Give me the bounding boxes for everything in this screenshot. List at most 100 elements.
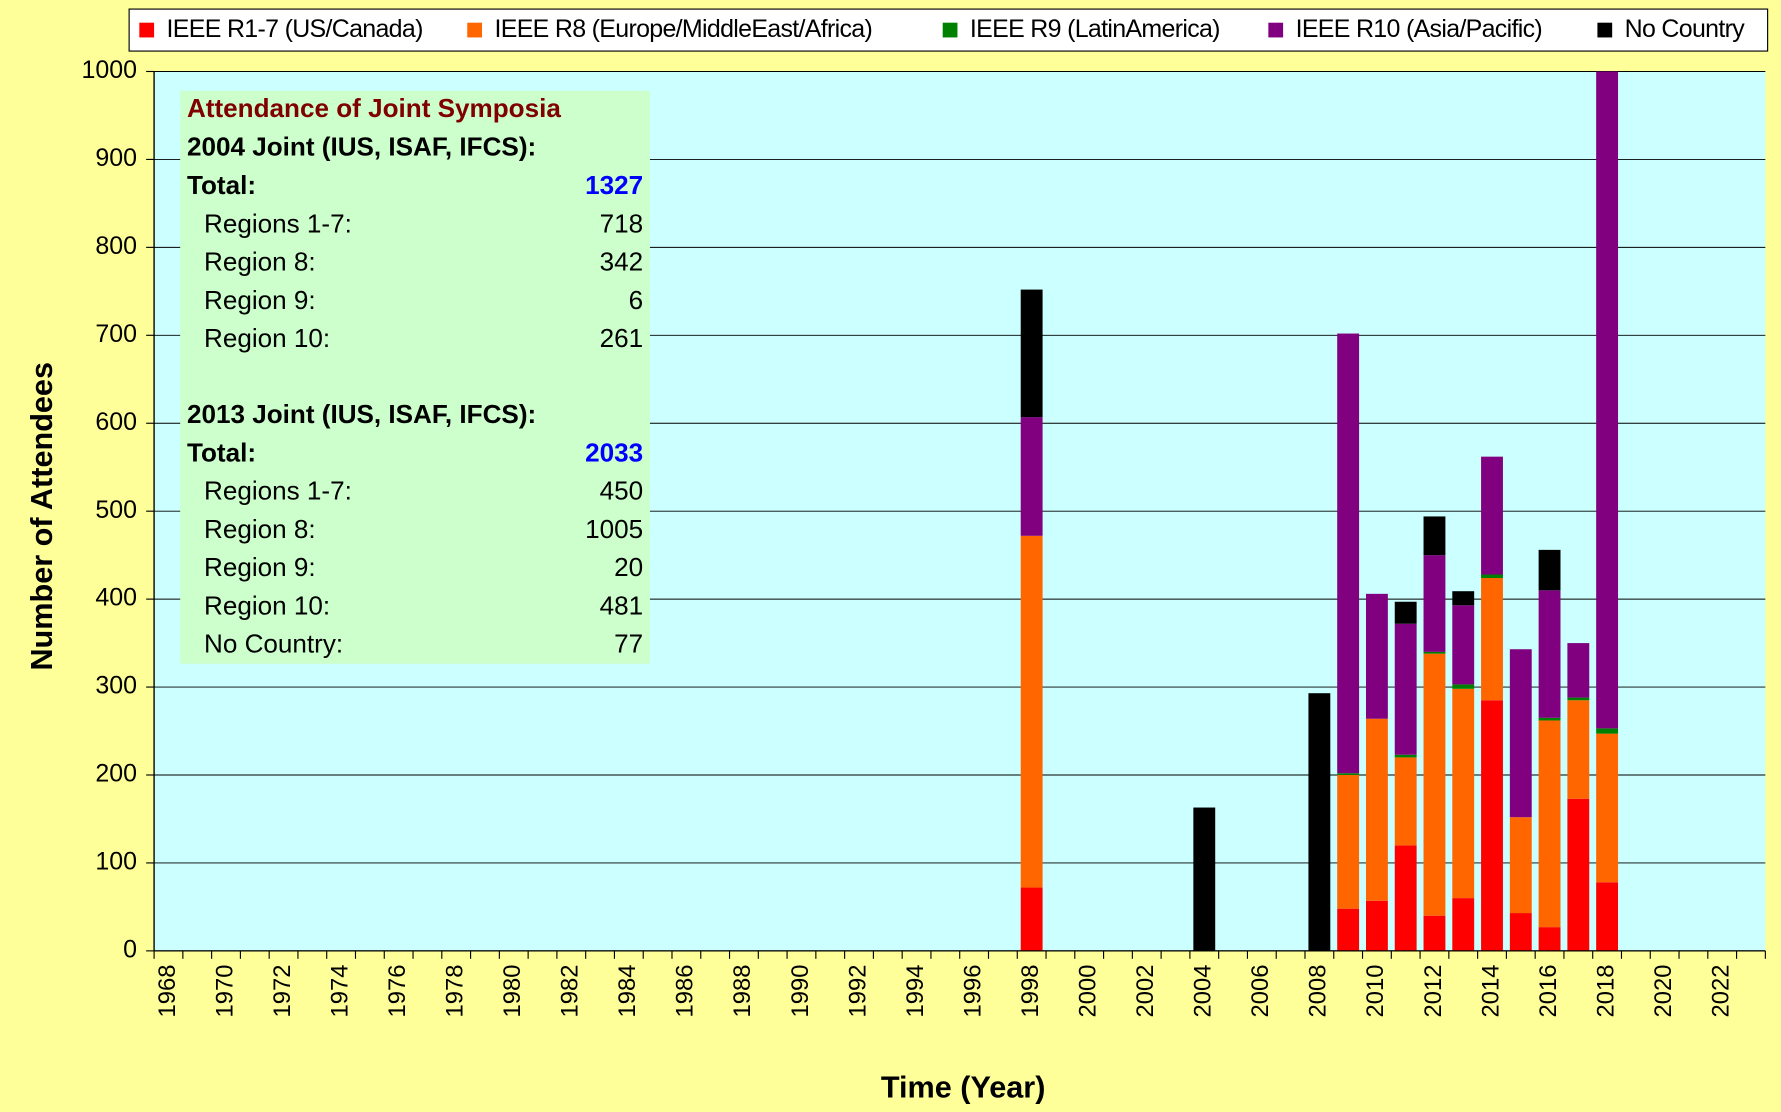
bar-segment	[1596, 733, 1619, 883]
bar-segment	[1538, 927, 1561, 951]
x-tick-label: 2000	[1074, 964, 1101, 1017]
legend-label: IEEE R1-7 (US/Canada)	[167, 15, 423, 43]
annotation-value: 718	[600, 208, 644, 238]
bar-segment	[1538, 549, 1561, 591]
annotation-label: Region 8:	[204, 514, 316, 544]
bar-segment	[1423, 516, 1446, 556]
bar-segment	[1567, 697, 1590, 701]
annotation-heading: 2013 Joint (IUS, ISAF, IFCS):	[187, 399, 536, 429]
bar-segment	[1596, 728, 1619, 734]
legend-swatch	[942, 22, 958, 38]
bar-segment	[1020, 535, 1043, 888]
y-tick-label: 100	[95, 848, 137, 876]
bar-segment	[1020, 887, 1043, 951]
annotation-label: Region 10:	[204, 323, 330, 353]
legend-swatch	[467, 22, 483, 38]
x-tick-label: 2002	[1132, 964, 1159, 1017]
annotation-value: 342	[600, 247, 644, 277]
bar-segment	[1596, 71, 1619, 729]
bar-segment	[1193, 807, 1216, 951]
annotation-label: Region 9:	[204, 552, 316, 582]
x-tick-label: 2022	[1707, 964, 1734, 1017]
annotation-label: Region 8:	[204, 247, 316, 277]
x-tick-label: 1972	[269, 964, 296, 1017]
bar-segment	[1365, 900, 1388, 951]
annotation-value: 481	[600, 590, 644, 620]
y-tick-label: 600	[95, 408, 137, 436]
x-tick-label: 2004	[1190, 964, 1217, 1017]
x-tick-label: 1988	[729, 964, 756, 1017]
bar-segment	[1394, 845, 1417, 951]
x-tick-label: 1994	[902, 964, 929, 1017]
legend-label: No Country	[1625, 15, 1746, 43]
bar-segment	[1509, 649, 1532, 818]
bar-segment	[1596, 882, 1619, 951]
annotation-value: 1005	[585, 514, 643, 544]
bar-segment	[1423, 651, 1446, 654]
legend-label: IEEE R9 (LatinAmerica)	[970, 15, 1220, 43]
x-tick-label: 1990	[787, 964, 814, 1017]
legend-box	[128, 8, 1769, 52]
annotation-value: 450	[600, 476, 644, 506]
bar-segment	[1452, 591, 1475, 606]
x-tick-label: 1978	[441, 964, 468, 1017]
x-tick-label: 1970	[211, 964, 238, 1017]
bar-segment	[1020, 417, 1043, 536]
annotation-label: Total:	[187, 170, 256, 200]
bar-segment	[1509, 913, 1532, 951]
annotation-box	[180, 90, 650, 664]
bar-segment	[1337, 774, 1360, 909]
bar-segment	[1538, 720, 1561, 928]
annotation-label: Region 10:	[204, 590, 330, 620]
y-tick-label: 200	[95, 760, 137, 788]
bar-segment	[1481, 578, 1503, 701]
annotation-title: Attendance of Joint Symposia	[187, 93, 561, 123]
legend-label: IEEE R10 (Asia/Pacific)	[1296, 15, 1542, 43]
bar-segment	[1481, 700, 1503, 951]
x-tick-label: 1976	[384, 964, 411, 1017]
bar-segment	[1567, 643, 1590, 698]
annotation-value: 2033	[585, 437, 643, 467]
y-tick-label: 500	[95, 496, 137, 524]
y-axis-label: Number of Attendees	[25, 362, 59, 671]
x-tick-label: 1974	[326, 964, 353, 1017]
bar-segment	[1308, 693, 1331, 951]
y-tick-label: 300	[95, 672, 137, 700]
x-tick-label: 1998	[1017, 964, 1044, 1017]
legend-label: IEEE R8 (Europe/MiddleEast/Africa)	[494, 15, 872, 43]
x-tick-label: 1996	[959, 964, 986, 1017]
legend-swatch	[139, 22, 155, 38]
y-tick-label: 800	[95, 232, 137, 260]
x-tick-label: 2008	[1305, 964, 1332, 1017]
bar-segment	[1452, 688, 1475, 899]
bar-segment	[1567, 798, 1590, 951]
bar-segment	[1452, 684, 1475, 689]
bar-segment	[1538, 717, 1561, 721]
bar-segment	[1020, 289, 1043, 418]
x-tick-label: 2020	[1650, 964, 1677, 1017]
bar-segment	[1538, 590, 1561, 718]
bar-segment	[1567, 700, 1590, 799]
annotation-heading: 2004 Joint (IUS, ISAF, IFCS):	[187, 132, 536, 162]
x-tick-label: 2006	[1247, 964, 1274, 1017]
annotation-label: Regions 1-7:	[204, 476, 352, 506]
annotation-label: No Country:	[204, 629, 343, 659]
y-tick-label: 1000	[82, 56, 138, 84]
x-tick-label: 2010	[1362, 964, 1389, 1017]
x-tick-label: 2018	[1592, 964, 1619, 1017]
y-tick-label: 900	[95, 144, 137, 172]
bar-segment	[1423, 555, 1446, 652]
x-tick-label: 2012	[1420, 964, 1447, 1017]
x-tick-label: 1984	[614, 964, 641, 1017]
bar-segment	[1452, 605, 1475, 685]
annotation-label: Total:	[187, 437, 256, 467]
x-tick-label: 1982	[557, 964, 584, 1017]
annotation-value: 77	[614, 629, 643, 659]
x-tick-label: 2016	[1535, 964, 1562, 1017]
bar-segment	[1509, 817, 1532, 914]
y-tick-label: 700	[95, 320, 137, 348]
bar-segment	[1452, 898, 1475, 951]
bar-segment	[1394, 757, 1417, 846]
bar-segment	[1365, 593, 1388, 719]
